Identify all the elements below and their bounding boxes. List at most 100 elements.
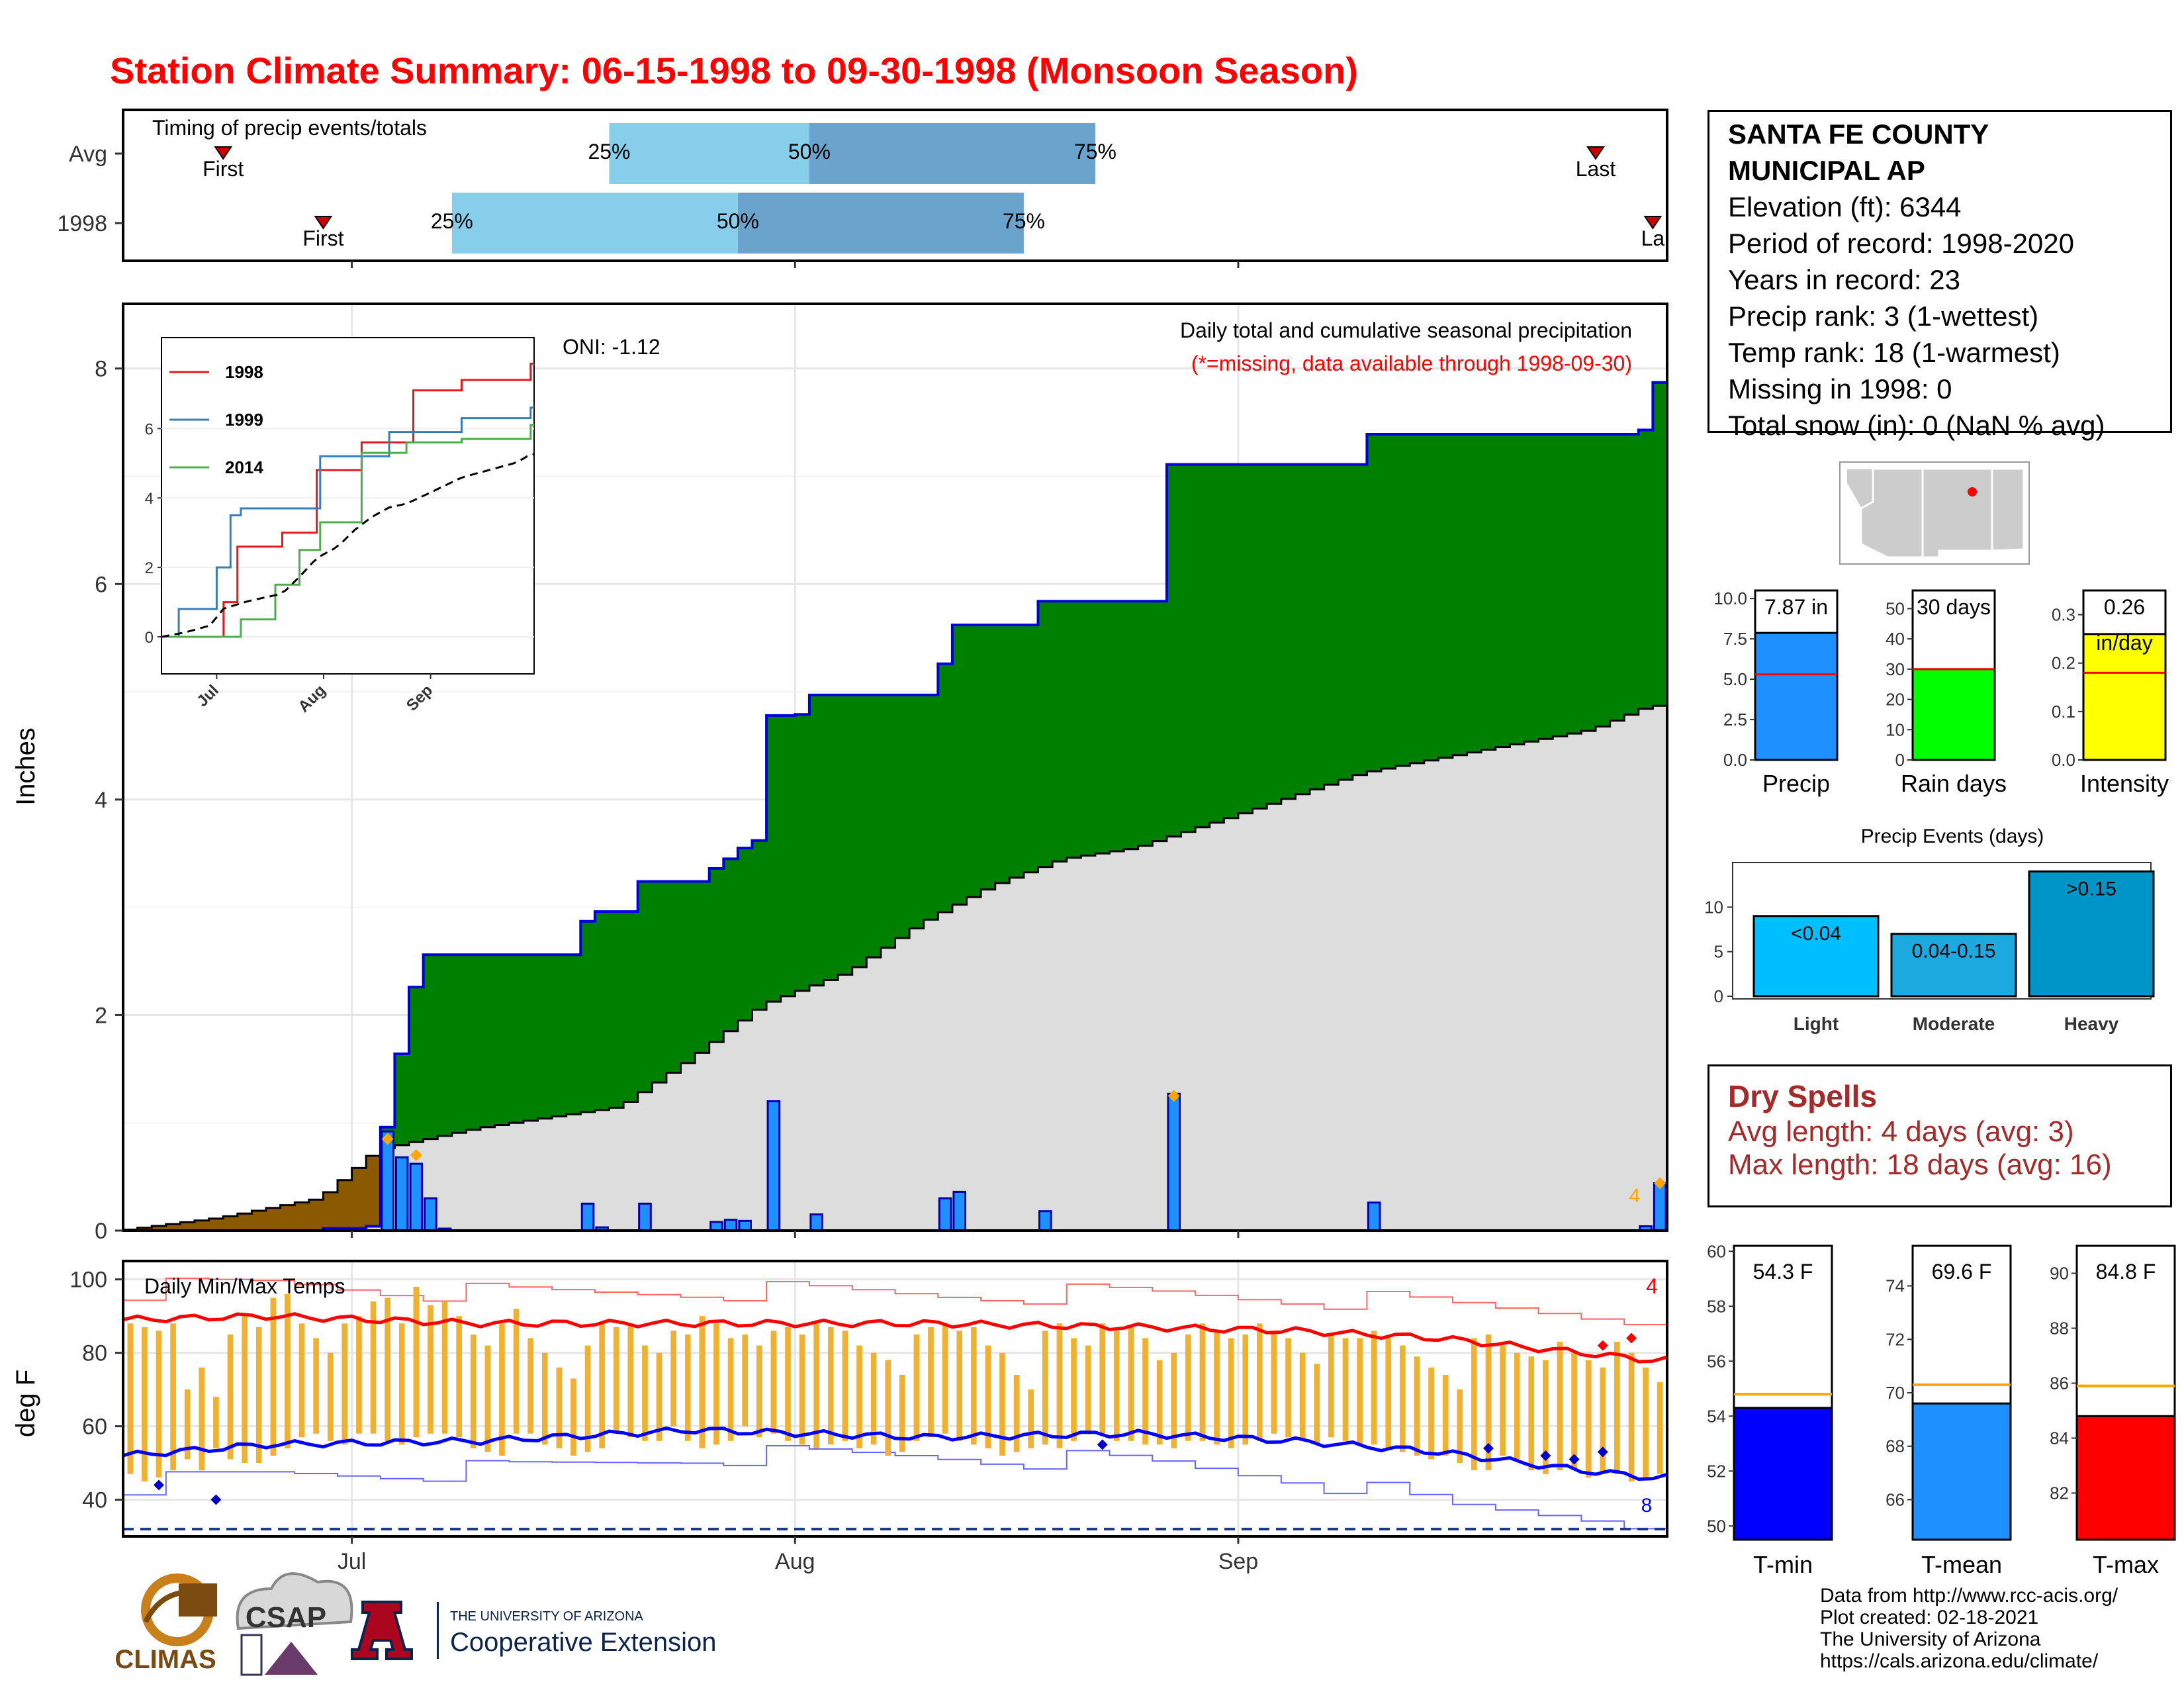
daily-precip-bar (723, 1219, 738, 1231)
daily-temp-bar (1299, 1352, 1306, 1441)
gauge-category-label: Precip (1762, 770, 1830, 797)
gauge-tick-label: 7.5 (1723, 629, 1747, 649)
daily-temp-bar (1214, 1331, 1220, 1445)
temp-gauge-value-label: 84.8 F (2096, 1260, 2156, 1284)
precip-subtitle: Daily total and cumulative seasonal prec… (1180, 318, 1632, 342)
map-state-tx (1991, 467, 2025, 552)
inset-legend: 1998 1999 2014 (169, 362, 263, 477)
daily-temp-bar (842, 1331, 848, 1441)
footer-line: Plot created: 02-18-2021 (1820, 1607, 2039, 1628)
temp-gauge-tick-label: 74 (1886, 1276, 1905, 1296)
x-tick-label: Jul (338, 1549, 366, 1574)
temp-gauge-tick-label: 86 (2050, 1373, 2069, 1393)
daily-temp-bar (127, 1323, 134, 1474)
temp-gauge-tick-label: 68 (1886, 1436, 1905, 1456)
daily-temp-bar (428, 1305, 433, 1434)
temp-gauge-tick-label: 90 (2050, 1263, 2069, 1283)
precip-corner-label: 4 (1629, 1185, 1641, 1207)
gauge-tick-label: 0.3 (2052, 605, 2075, 625)
inset-series-line (161, 362, 534, 638)
first-marker (314, 216, 333, 230)
inset-y-tick-label: 4 (145, 490, 154, 508)
record-high-marker (1625, 1333, 1637, 1344)
daily-temp-bar (1643, 1367, 1649, 1478)
record-low-marker (1482, 1442, 1494, 1454)
precip-y-tick-label: 6 (95, 572, 107, 597)
daily-temp-bar (1271, 1331, 1277, 1434)
missing-note: (*=missing, data available through 1998-… (1191, 352, 1632, 375)
x-axis: Jul Aug Sep (338, 261, 1258, 1574)
daily-temp-bar (199, 1367, 205, 1471)
record-low-marker (1097, 1439, 1108, 1450)
svg-text:Cooperative Extension: Cooperative Extension (450, 1628, 716, 1657)
daily-precip-bar (595, 1226, 609, 1231)
climas-logo: CLIMAS (114, 1573, 217, 1674)
temp-corner-max: 4 (1646, 1274, 1658, 1298)
gauge-tick-label: 10.0 (1713, 588, 1747, 608)
daily-temp-bar (913, 1334, 920, 1441)
gauge-tick-label: 0.0 (2052, 750, 2075, 770)
daily-temp-bar (713, 1323, 719, 1445)
record-min-line (123, 1445, 1667, 1530)
daily-temp-bar (1314, 1364, 1320, 1445)
record-low-marker (1569, 1454, 1580, 1465)
daily-temp-bar (513, 1309, 520, 1434)
daily-temp-bar (656, 1352, 662, 1441)
daily-temp-bar (313, 1338, 319, 1434)
daily-temp-bar (298, 1323, 305, 1438)
daily-precip-bar (809, 1213, 823, 1231)
daily-temp-bar (999, 1352, 1005, 1456)
daily-temp-bar (584, 1345, 591, 1452)
temp-gauge-tick-label: 52 (1707, 1461, 1726, 1481)
events-y-tick-label: 10 (1704, 897, 1723, 917)
daily-temp-bar (613, 1327, 619, 1434)
last-marker (1643, 216, 1662, 230)
precip-y-tick-label: 8 (95, 357, 107, 382)
daily-temp-bar (813, 1323, 820, 1448)
daily-temp-bar (1071, 1338, 1077, 1441)
daily-temp-bar (1528, 1356, 1535, 1471)
station-name-line2: MUNICIPAL AP (1728, 155, 1925, 186)
daily-temp-bar (1614, 1342, 1620, 1474)
last-label: La (1641, 226, 1665, 250)
events-bar-label: <0.04 (1791, 923, 1841, 945)
daily-temp-bar (785, 1327, 791, 1441)
daily-temp-bar (928, 1327, 934, 1438)
gauge-category-label: Rain days (1901, 770, 2007, 797)
footer-line: https://cals.arizona.edu/climate/ (1820, 1650, 2099, 1672)
daily-temp-bar (970, 1327, 977, 1445)
temp-gauges: 50 52 54 56 58 60 54.3 F T-min 66 68 70 72 74 69.6 F T… (1707, 1241, 2176, 1578)
temp-y-tick-label: 40 (82, 1488, 107, 1513)
gauge-value-bar (2082, 633, 2167, 761)
daily-temp-bar (1156, 1360, 1163, 1445)
daily-temp-bar (599, 1323, 605, 1448)
daily-temp-bar (441, 1301, 448, 1434)
cumulative-1998-line (123, 381, 1667, 1231)
daily-temp-bar (985, 1345, 991, 1448)
daily-temp-bar (684, 1334, 691, 1441)
timing-bar-q50-q75 (737, 193, 1024, 254)
daily-temp-bar (1442, 1374, 1449, 1456)
temp-gauge-bar (2075, 1415, 2176, 1541)
first-marker (214, 146, 233, 160)
inset-y-tick-label: 0 (145, 629, 154, 647)
precip-y-tick-label: 4 (95, 788, 107, 813)
events-category-label: Moderate (1913, 1013, 1995, 1034)
x-tick-label: Aug (775, 1549, 815, 1574)
station-location-dot (1968, 487, 1977, 496)
gauge-category-label: Intensity (2080, 770, 2169, 797)
temp-gauge-tick-label: 66 (1886, 1489, 1905, 1509)
gauge-value-label: 30 days (1917, 595, 1991, 619)
temp-gauge-category-label: T-max (2093, 1551, 2159, 1578)
daily-precip-bar (1167, 1092, 1181, 1231)
events-bar-label: 0.04-0.15 (1912, 941, 1996, 962)
daily-temp-bar (1514, 1352, 1520, 1460)
inset-series-line (161, 406, 534, 638)
daily-temp-bar (1557, 1342, 1563, 1471)
inset-average-line (161, 453, 534, 638)
footer-credits: Data from http://www.rcc-acis.org/ Plot … (1820, 1585, 2118, 1672)
average-min-line (123, 1426, 1667, 1481)
daily-precip-bar (1038, 1210, 1052, 1231)
daily-temp-bar (1228, 1338, 1234, 1448)
daily-temp-bar (356, 1316, 362, 1434)
